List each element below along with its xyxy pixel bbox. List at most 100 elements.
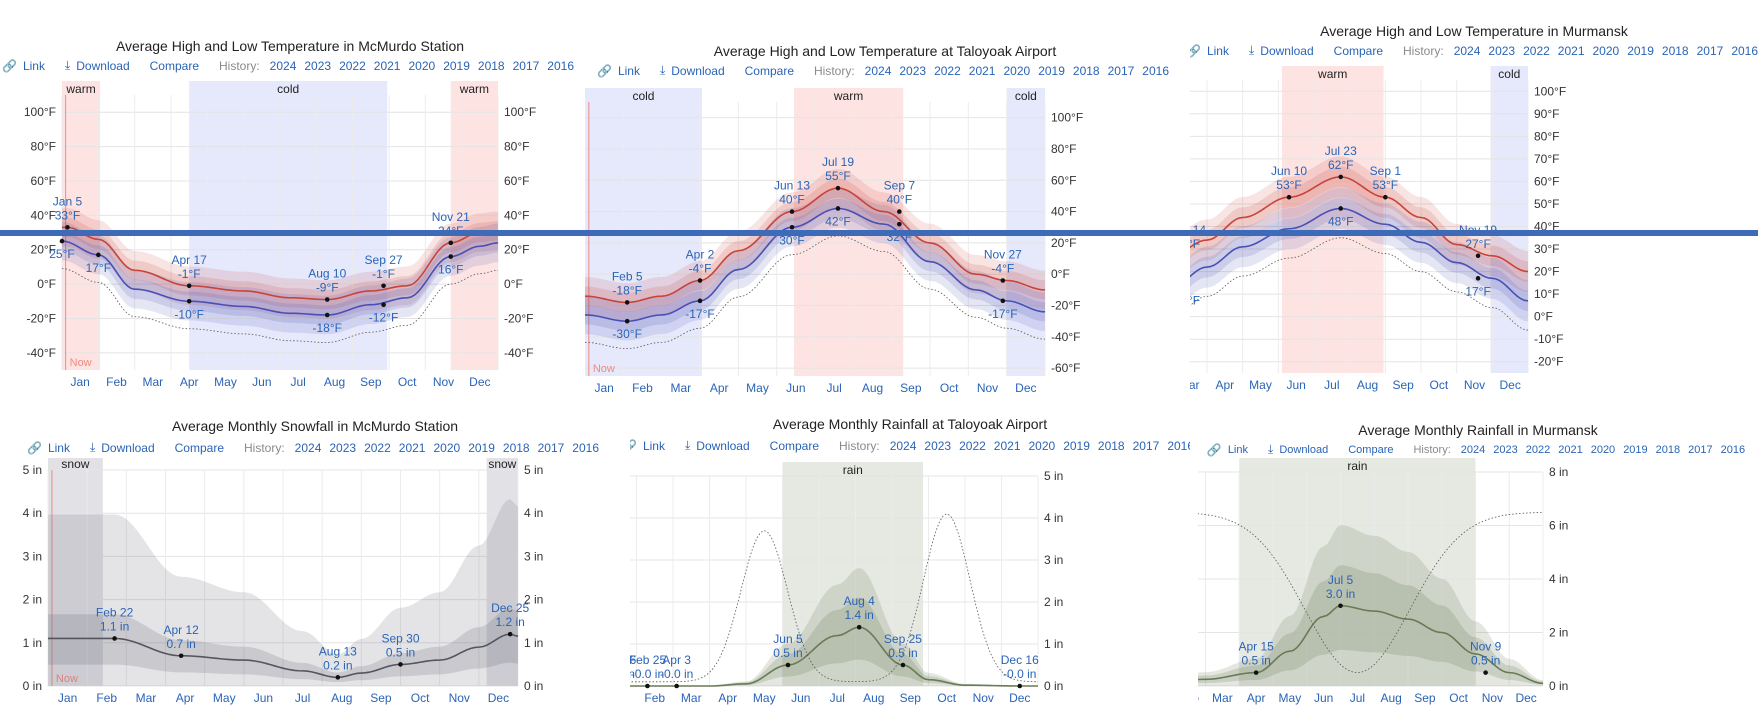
year-2019-link[interactable]: 2019: [1627, 43, 1654, 58]
year-2017-link[interactable]: 2017: [1696, 43, 1724, 58]
year-2021-link[interactable]: 2021: [1558, 443, 1583, 456]
x-tick-jul: Jul: [1350, 691, 1365, 705]
year-2018-link[interactable]: 2018: [502, 440, 530, 455]
year-2023-link[interactable]: 2023: [899, 63, 927, 78]
compare-button[interactable]: Compare: [769, 438, 820, 453]
year-2021-link[interactable]: 2021: [968, 63, 996, 78]
year-2021-link[interactable]: 2021: [398, 440, 426, 455]
year-2022-link[interactable]: 2022: [339, 58, 366, 73]
download-button[interactable]: ⤓ Download: [659, 63, 725, 78]
year-2022-link[interactable]: 2022: [364, 440, 391, 455]
data-point-8: [381, 302, 386, 307]
year-2023-link[interactable]: 2023: [924, 438, 952, 453]
year-2018-link[interactable]: 2018: [1072, 63, 1100, 78]
year-2020-link[interactable]: 2020: [433, 440, 461, 455]
year-2020-link[interactable]: 2020: [408, 58, 436, 73]
year-2024-link[interactable]: 2024: [864, 63, 892, 78]
download-button[interactable]: ⤓ Download: [1268, 442, 1329, 456]
year-2023-link[interactable]: 2023: [329, 440, 357, 455]
year-2023-link[interactable]: 2023: [304, 58, 332, 73]
link-button[interactable]: 🔗Link: [1206, 442, 1248, 457]
download-button[interactable]: ⤓ Download: [89, 440, 155, 455]
year-2019-link[interactable]: 2019: [1623, 443, 1648, 456]
y-tick-left-5: 0°F: [37, 277, 56, 291]
x-tick-nov: Nov: [433, 375, 454, 389]
y-tick-left-2: 3 in: [23, 549, 42, 563]
year-2016-link[interactable]: 2016: [572, 440, 599, 455]
year-2018-link[interactable]: 2018: [1097, 438, 1125, 453]
x-tick-aug: Aug: [862, 381, 883, 395]
compare-button[interactable]: Compare: [149, 58, 199, 73]
year-2017-link[interactable]: 2017: [1688, 443, 1713, 456]
year-2019-link[interactable]: 2019: [1038, 63, 1065, 78]
year-2016-link[interactable]: 2016: [1731, 43, 1758, 58]
year-2018-link[interactable]: 2018: [1655, 443, 1681, 456]
year-2016-link[interactable]: 2016: [1167, 438, 1190, 453]
year-2017-link[interactable]: 2017: [1107, 63, 1135, 78]
year-2017-link[interactable]: 2017: [537, 440, 565, 455]
compare-button[interactable]: Compare: [1348, 443, 1394, 456]
compare-button[interactable]: Compare: [744, 63, 794, 78]
year-2020-link[interactable]: 2020: [1590, 443, 1616, 456]
year-2024-link[interactable]: 2024: [269, 58, 297, 73]
download-icon: ⤓: [659, 63, 666, 77]
year-2022-link[interactable]: 2022: [934, 63, 961, 78]
year-2021-link[interactable]: 2021: [373, 58, 401, 73]
data-point-3: [1483, 670, 1488, 675]
link-button[interactable]: 🔗Link: [1190, 44, 1229, 58]
year-2024-link[interactable]: 2024: [889, 438, 917, 453]
y-tick-left-4: 20°F: [31, 243, 56, 257]
download-button[interactable]: ⤓ Download: [1248, 43, 1314, 58]
year-2016-link[interactable]: 2016: [1142, 63, 1169, 78]
data-label-value-4: -10°F: [174, 307, 203, 321]
data-label-value-3: 13°F: [1190, 293, 1200, 307]
year-2019-link[interactable]: 2019: [468, 440, 495, 455]
year-2020-link[interactable]: 2020: [1592, 43, 1620, 58]
chart-panel-mcmurdo-snowfall: Average Monthly Snowfall in McMurdo Stat…: [0, 410, 630, 710]
link-button[interactable]: 🔗Link: [630, 439, 665, 453]
y-tick-right-4: 0 in: [1549, 679, 1568, 693]
download-button[interactable]: ⤓ Download: [684, 438, 750, 453]
compare-button[interactable]: Compare: [174, 440, 224, 455]
year-2023-link[interactable]: 2023: [1488, 43, 1516, 58]
data-label-value-0: -18°F: [612, 283, 641, 297]
season-band-label-0: warm: [65, 82, 95, 96]
year-2016-link[interactable]: 2016: [1720, 443, 1746, 456]
year-2019-link[interactable]: 2019: [1063, 438, 1090, 453]
temperature-chart-svg: coldwarmcold100°F100°F80°F80°F60°F60°F40…: [585, 88, 1083, 395]
year-2020-link[interactable]: 2020: [1003, 63, 1031, 78]
x-tick-sep: Sep: [900, 691, 922, 705]
download-button[interactable]: ⤓ Download: [64, 58, 130, 73]
year-2022-link[interactable]: 2022: [1525, 443, 1551, 456]
year-2016-link[interactable]: 2016: [547, 58, 574, 73]
x-tick-nov: Nov: [977, 381, 998, 395]
x-tick-feb: Feb: [632, 381, 653, 395]
year-2023-link[interactable]: 2023: [1493, 443, 1518, 456]
year-2021-link[interactable]: 2021: [1557, 43, 1585, 58]
year-2018-link[interactable]: 2018: [1661, 43, 1689, 58]
x-tick-feb: Feb: [96, 691, 117, 705]
data-label-date-4: Dec 25: [491, 601, 529, 615]
x-tick-may: May: [753, 691, 776, 705]
year-2022-link[interactable]: 2022: [959, 438, 986, 453]
year-2024-link[interactable]: 2024: [1453, 43, 1481, 58]
year-2022-link[interactable]: 2022: [1523, 43, 1550, 58]
year-2021-link[interactable]: 2021: [993, 438, 1021, 453]
year-2017-link[interactable]: 2017: [512, 58, 540, 73]
link-button[interactable]: 🔗Link: [26, 440, 70, 455]
year-2024-link[interactable]: 2024: [1460, 443, 1486, 456]
y-tick-left-2: 60°F: [31, 174, 56, 188]
link-button[interactable]: 🔗Link: [1, 58, 45, 73]
year-2020-link[interactable]: 2020: [1028, 438, 1056, 453]
year-2024-link[interactable]: 2024: [294, 440, 322, 455]
chart-title: Average Monthly Rainfall in Murmansk: [1358, 422, 1598, 438]
precip-band-inner: [630, 597, 1038, 686]
y-tick-right-10: 0°F: [1534, 310, 1553, 324]
year-2017-link[interactable]: 2017: [1132, 438, 1160, 453]
year-2018-link[interactable]: 2018: [477, 58, 505, 73]
x-tick-sep: Sep: [900, 381, 922, 395]
year-2019-link[interactable]: 2019: [443, 58, 470, 73]
compare-button[interactable]: Compare: [1333, 43, 1384, 58]
link-button[interactable]: 🔗Link: [596, 63, 640, 78]
y-tick-right-9: 10°F: [1534, 287, 1559, 301]
